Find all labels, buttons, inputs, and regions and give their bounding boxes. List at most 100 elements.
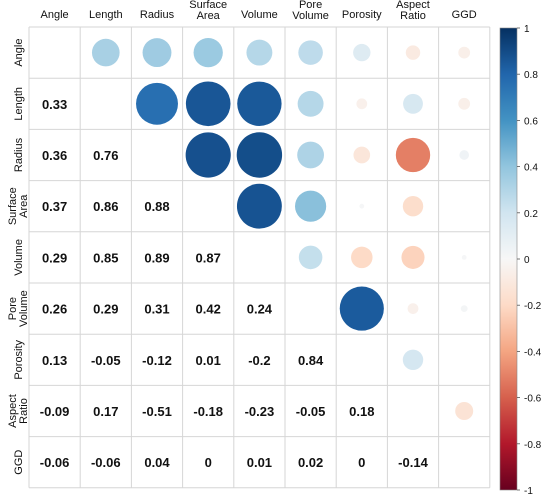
- column-label-ggd: GGD: [452, 9, 477, 21]
- corr-value-aspect-ratio-pore-volume: -0.05: [296, 404, 326, 419]
- row-label-radius: Radius: [13, 137, 25, 172]
- corr-value-porosity-length: -0.05: [91, 353, 121, 368]
- corr-circle-radius-ggd: [459, 150, 470, 160]
- corr-value-volume-surface-area: 0.87: [196, 250, 221, 265]
- column-labels: Angle Length Radius Surface Area Volume Pore Vo…: [41, 0, 477, 22]
- corr-value-radius-angle: 0.36: [42, 148, 67, 163]
- row-label-volume: Volume: [13, 239, 25, 276]
- corr-value-aspect-ratio-volume: -0.23: [245, 404, 275, 419]
- corr-circle-angle-radius: [142, 38, 172, 68]
- corr-circle-length-ggd: [458, 97, 471, 110]
- row-label-aspect-ratio: AspectRatio: [7, 394, 30, 428]
- corr-value-surface-area-length: 0.86: [93, 199, 118, 214]
- color-bar-tick-label: 1: [524, 24, 530, 35]
- corr-value-volume-radius: 0.89: [144, 250, 169, 265]
- corr-circle-length-pore-volume: [297, 90, 324, 117]
- corr-circle-length-surface-area: [185, 81, 231, 127]
- column-label-volume: Volume: [241, 9, 278, 21]
- corr-value-ggd-angle: -0.06: [40, 455, 70, 470]
- corr-circle-radius-surface-area: [185, 132, 231, 178]
- corr-value-ggd-aspect-ratio: -0.14: [398, 455, 428, 470]
- corr-circle-volume-pore-volume: [298, 245, 323, 270]
- corr-circle-angle-ggd: [458, 46, 471, 59]
- column-label-angle: Angle: [41, 9, 69, 21]
- corr-circle-pore-volume-ggd: [460, 305, 468, 313]
- corr-value-surface-area-angle: 0.37: [42, 199, 67, 214]
- corr-value-ggd-porosity: 0: [358, 455, 365, 470]
- row-label-length: Length: [13, 87, 25, 121]
- corr-value-ggd-pore-volume: 0.02: [298, 455, 323, 470]
- corr-value-porosity-pore-volume: 0.84: [298, 353, 324, 368]
- corr-circle-radius-porosity: [353, 146, 371, 164]
- color-bar-tick-label: -0.6: [524, 394, 542, 405]
- corr-value-length-angle: 0.33: [42, 97, 67, 112]
- corr-circle-length-aspect-ratio: [403, 93, 423, 114]
- corr-value-ggd-volume: 0.01: [247, 455, 272, 470]
- corr-value-porosity-radius: -0.12: [142, 353, 172, 368]
- column-label-radius: Radius: [140, 9, 175, 21]
- corr-value-porosity-surface-area: 0.01: [196, 353, 221, 368]
- row-label-group-radius: Radius: [13, 137, 25, 172]
- matrix-marks: 0.33 0.36 0.76 0.37 0.86 0.88 0.29 0.85 0.89 0.87…: [40, 37, 474, 470]
- color-bar-tick-label: -1: [524, 486, 533, 497]
- color-bar-tick-label: -0.4: [524, 347, 542, 358]
- corr-value-aspect-ratio-angle: -0.09: [40, 404, 70, 419]
- corr-circle-angle-volume: [246, 39, 273, 66]
- corr-circle-surface-area-volume: [236, 183, 282, 229]
- color-bar: [499, 27, 518, 491]
- corr-circle-pore-volume-aspect-ratio: [407, 303, 419, 314]
- corr-circle-angle-length: [91, 38, 120, 67]
- column-label-porosity: Porosity: [342, 9, 382, 21]
- corr-circle-angle-surface-area: [193, 37, 223, 68]
- corr-circle-volume-ggd: [461, 254, 467, 260]
- corr-value-pore-volume-surface-area: 0.42: [196, 302, 221, 317]
- corr-value-pore-volume-length: 0.29: [93, 302, 118, 317]
- corr-value-ggd-surface-area: 0: [205, 455, 212, 470]
- row-labels: Angle Length Radius SurfaceArea Volume PoreVo…: [7, 39, 30, 475]
- row-label-pore-volume: PoreVolume: [7, 290, 30, 327]
- corr-circle-angle-aspect-ratio: [405, 45, 421, 60]
- column-label-aspect-ratio: Aspect Ratio: [396, 0, 430, 22]
- column-label-pore-volume: Pore Volume: [292, 0, 329, 22]
- corr-value-pore-volume-volume: 0.24: [247, 302, 273, 317]
- corr-circle-radius-pore-volume: [297, 141, 324, 169]
- corr-value-porosity-angle: 0.13: [42, 353, 67, 368]
- row-label-group-pore-volume: PoreVolume: [7, 290, 30, 327]
- corr-value-pore-volume-angle: 0.26: [42, 302, 67, 317]
- column-label-surface-area: Surface Area: [189, 0, 227, 22]
- corr-value-aspect-ratio-length: 0.17: [93, 404, 118, 419]
- color-bar-tick-label: 0.8: [524, 70, 538, 81]
- corr-circle-surface-area-pore-volume: [295, 190, 327, 222]
- corr-circle-surface-area-aspect-ratio: [402, 195, 424, 217]
- corr-circle-surface-area-porosity: [359, 203, 365, 209]
- corr-circle-radius-aspect-ratio: [395, 137, 431, 173]
- corr-circle-pore-volume-porosity: [339, 286, 384, 331]
- row-label-porosity: Porosity: [13, 339, 25, 379]
- corr-circle-length-radius: [136, 82, 178, 125]
- corr-value-surface-area-radius: 0.88: [144, 199, 169, 214]
- corr-value-volume-angle: 0.29: [42, 250, 67, 265]
- row-label-group-aspect-ratio: AspectRatio: [7, 394, 30, 428]
- corr-circle-angle-porosity: [353, 43, 371, 62]
- corr-circle-length-volume: [237, 81, 282, 126]
- corr-circle-angle-pore-volume: [298, 40, 323, 65]
- row-label-ggd: GGD: [13, 450, 25, 475]
- corr-circle-volume-aspect-ratio: [401, 245, 425, 269]
- corr-value-radius-length: 0.76: [93, 148, 118, 163]
- color-bar-tick-label: 0.2: [524, 209, 538, 220]
- row-label-group-ggd: GGD: [13, 450, 25, 475]
- color-bar-legend: 1 0.8 0.6 0.4 0.2 0 -0.2 -0.4 -0.6 -0.8 -1: [499, 24, 542, 497]
- corr-circle-aspect-ratio-ggd: [455, 401, 474, 421]
- corr-value-pore-volume-radius: 0.31: [144, 302, 169, 317]
- matrix-grid: [28, 26, 491, 489]
- row-label-group-volume: Volume: [13, 239, 25, 276]
- corr-value-volume-length: 0.85: [93, 250, 118, 265]
- corr-value-ggd-radius: 0.04: [144, 455, 170, 470]
- corr-value-aspect-ratio-surface-area: -0.18: [193, 404, 223, 419]
- corr-circle-length-porosity: [356, 98, 368, 110]
- color-bar-tick-label: -0.8: [524, 440, 542, 451]
- corr-circle-volume-porosity: [351, 246, 373, 269]
- corr-value-ggd-length: -0.06: [91, 455, 121, 470]
- column-label-length: Length: [89, 9, 123, 21]
